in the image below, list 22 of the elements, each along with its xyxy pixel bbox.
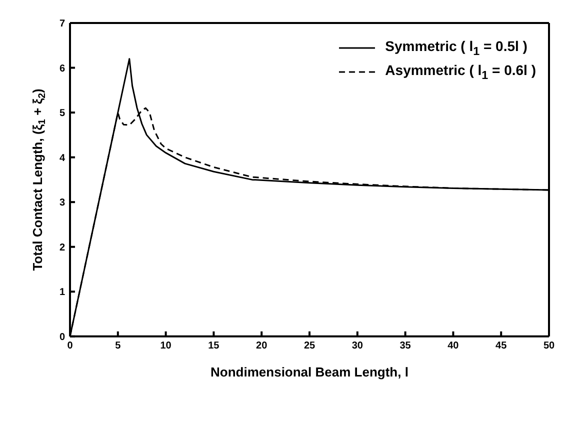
x-axis-title: Nondimensional Beam Length, l [210, 364, 408, 380]
x-tick-label: 30 [352, 340, 364, 352]
y-tick-label: 7 [59, 18, 66, 30]
y-tick-label: 0 [59, 332, 66, 343]
legend-label: Symmetric ( l$_{1}$ = 0.5l ) [385, 38, 528, 58]
x-tick-label: 40 [448, 340, 460, 352]
y-tick-label: 3 [59, 198, 66, 209]
y-tick-label: 1 [59, 287, 66, 298]
x-tick-label: 35 [400, 340, 412, 352]
x-tick-label: 5 [115, 340, 122, 352]
y-tick-label: 5 [59, 108, 66, 120]
x-tick-label: 25 [304, 340, 316, 352]
x-tick-label: 20 [256, 340, 268, 352]
y-tick-label: 6 [59, 63, 66, 74]
y-tick-label: 2 [59, 242, 66, 254]
y-tick-label: 4 [59, 152, 66, 164]
x-tick-label: 15 [208, 340, 220, 352]
x-tick-label: 0 [67, 340, 74, 352]
x-tick-label: 10 [160, 340, 172, 352]
x-tick-label: 50 [543, 340, 555, 352]
legend-label: Asymmetric ( l$_{1}$ = 0.6l ) [385, 62, 536, 82]
x-tick-label: 45 [496, 340, 508, 352]
